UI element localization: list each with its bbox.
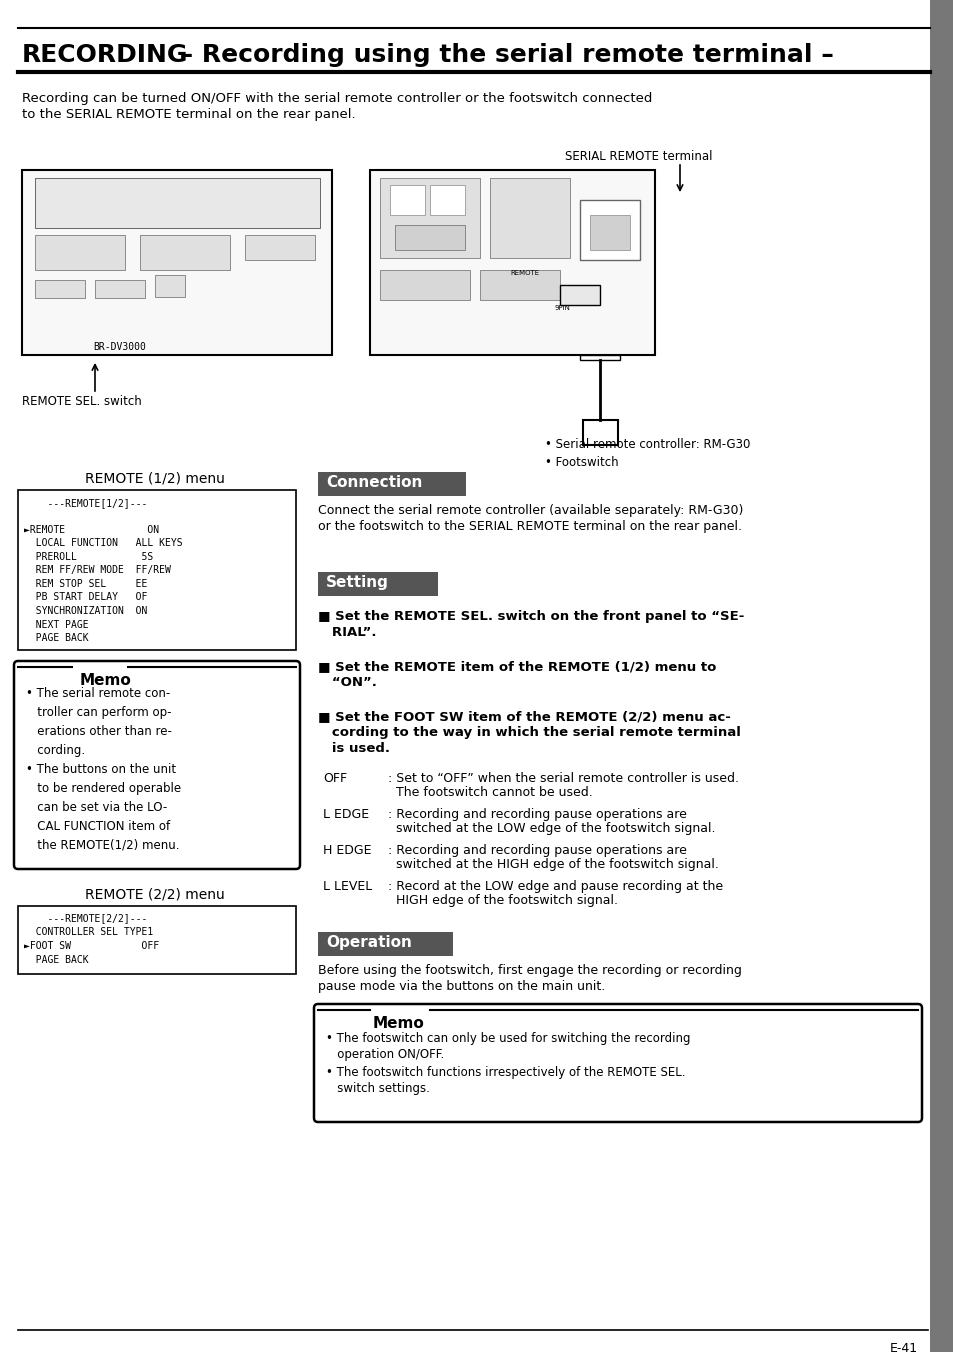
Text: ►REMOTE              ON: ►REMOTE ON — [24, 525, 159, 535]
Text: • The serial remote con-: • The serial remote con- — [26, 687, 170, 700]
Text: or the footswitch to the SERIAL REMOTE terminal on the rear panel.: or the footswitch to the SERIAL REMOTE t… — [317, 521, 741, 533]
Text: REMOTE SEL. switch: REMOTE SEL. switch — [22, 395, 142, 408]
Text: can be set via the LO-: can be set via the LO- — [26, 800, 167, 814]
Text: “ON”.: “ON”. — [317, 676, 376, 690]
Bar — [18, 489, 295, 650]
Text: – Recording using the serial remote terminal –: – Recording using the serial remote term… — [163, 43, 833, 68]
Text: Operation: Operation — [326, 936, 412, 950]
Bar — [579, 200, 639, 260]
Text: PREROLL           5S: PREROLL 5S — [24, 552, 153, 562]
Text: ■ Set the REMOTE item of the REMOTE (1/2) menu to: ■ Set the REMOTE item of the REMOTE (1/2… — [317, 660, 716, 673]
Bar — [95, 280, 145, 297]
Bar — [317, 472, 465, 496]
Text: Memo: Memo — [373, 1015, 424, 1032]
Text: Before using the footswitch, first engage the recording or recording: Before using the footswitch, first engag… — [317, 964, 741, 977]
Text: E-41: E-41 — [889, 1343, 917, 1352]
Text: • The buttons on the unit: • The buttons on the unit — [26, 763, 176, 776]
Text: Recording can be turned ON/OFF with the serial remote controller or the footswit: Recording can be turned ON/OFF with the … — [22, 92, 652, 105]
Text: REMOTE (2/2) menu: REMOTE (2/2) menu — [85, 888, 225, 902]
Bar — [390, 185, 424, 215]
Text: ---REMOTE[1/2]---: ---REMOTE[1/2]--- — [24, 498, 147, 508]
Text: • Footswitch: • Footswitch — [544, 456, 618, 469]
Text: ►FOOT SW            OFF: ►FOOT SW OFF — [24, 941, 159, 950]
Text: Connect the serial remote controller (available separately: RM-G30): Connect the serial remote controller (av… — [317, 504, 742, 516]
Bar — [317, 572, 437, 596]
Text: cording.: cording. — [26, 744, 85, 757]
Text: SERIAL REMOTE terminal: SERIAL REMOTE terminal — [564, 150, 712, 164]
FancyBboxPatch shape — [314, 1005, 921, 1122]
Text: switched at the HIGH edge of the footswitch signal.: switched at the HIGH edge of the footswi… — [388, 859, 719, 871]
Text: • The footswitch functions irrespectively of the REMOTE SEL.: • The footswitch functions irrespectivel… — [326, 1065, 685, 1079]
Bar — [430, 185, 464, 215]
Text: L LEVEL: L LEVEL — [323, 880, 372, 894]
Bar — [479, 270, 559, 300]
Text: HIGH edge of the footswitch signal.: HIGH edge of the footswitch signal. — [388, 894, 618, 907]
Text: cording to the way in which the serial remote terminal: cording to the way in which the serial r… — [317, 726, 740, 740]
Text: OFF: OFF — [323, 772, 347, 786]
Bar — [317, 932, 453, 956]
Bar — [35, 235, 125, 270]
Bar — [589, 215, 629, 250]
Text: operation ON/OFF.: operation ON/OFF. — [326, 1048, 444, 1061]
Bar — [35, 280, 85, 297]
Text: REM FF/REW MODE  FF/REW: REM FF/REW MODE FF/REW — [24, 565, 171, 576]
Text: The footswitch cannot be used.: The footswitch cannot be used. — [388, 786, 592, 799]
Text: CAL FUNCTION item of: CAL FUNCTION item of — [26, 821, 170, 833]
Text: to be rendered operable: to be rendered operable — [26, 781, 181, 795]
Text: Connection: Connection — [326, 475, 422, 489]
Text: ---REMOTE[2/2]---: ---REMOTE[2/2]--- — [24, 913, 147, 923]
Text: : Recording and recording pause operations are: : Recording and recording pause operatio… — [388, 844, 686, 857]
Text: REMOTE (1/2) menu: REMOTE (1/2) menu — [85, 472, 225, 485]
Text: : Set to “OFF” when the serial remote controller is used.: : Set to “OFF” when the serial remote co… — [388, 772, 739, 786]
Text: H EDGE: H EDGE — [323, 844, 371, 857]
FancyBboxPatch shape — [14, 661, 299, 869]
Text: is used.: is used. — [317, 742, 390, 754]
Text: switch settings.: switch settings. — [326, 1082, 430, 1095]
Bar — [370, 170, 655, 356]
Bar — [245, 235, 314, 260]
Text: REM STOP SEL     EE: REM STOP SEL EE — [24, 579, 147, 589]
Text: Setting: Setting — [326, 575, 389, 589]
Text: 9PIN: 9PIN — [555, 306, 570, 311]
Bar — [379, 270, 470, 300]
Text: L EDGE: L EDGE — [323, 808, 369, 821]
Bar — [559, 285, 599, 306]
Bar — [395, 224, 464, 250]
Text: BR-DV3000: BR-DV3000 — [93, 342, 146, 352]
Bar — [35, 178, 319, 228]
Text: troller can perform op-: troller can perform op- — [26, 706, 172, 719]
Text: : Recording and recording pause operations are: : Recording and recording pause operatio… — [388, 808, 686, 821]
Bar — [490, 178, 569, 258]
Bar — [22, 170, 332, 356]
Bar — [579, 356, 619, 360]
Text: : Record at the LOW edge and pause recording at the: : Record at the LOW edge and pause recor… — [388, 880, 722, 894]
Text: ■ Set the FOOT SW item of the REMOTE (2/2) menu ac-: ■ Set the FOOT SW item of the REMOTE (2/… — [317, 710, 730, 723]
Text: NEXT PAGE: NEXT PAGE — [24, 619, 89, 630]
Text: the REMOTE(1/2) menu.: the REMOTE(1/2) menu. — [26, 840, 179, 852]
Text: erations other than re-: erations other than re- — [26, 725, 172, 738]
Text: Memo: Memo — [80, 673, 132, 688]
Text: RIAL”.: RIAL”. — [317, 626, 376, 639]
Text: ■ Set the REMOTE SEL. switch on the front panel to “SE-: ■ Set the REMOTE SEL. switch on the fron… — [317, 610, 743, 623]
Bar — [140, 235, 230, 270]
Text: • Serial remote controller: RM-G30: • Serial remote controller: RM-G30 — [544, 438, 750, 452]
Bar — [582, 420, 618, 445]
Text: SYNCHRONIZATION  ON: SYNCHRONIZATION ON — [24, 606, 147, 617]
Text: • The footswitch can only be used for switching the recording: • The footswitch can only be used for sw… — [326, 1032, 690, 1045]
Text: switched at the LOW edge of the footswitch signal.: switched at the LOW edge of the footswit… — [388, 822, 715, 836]
Text: PAGE BACK: PAGE BACK — [24, 955, 89, 965]
Bar — [379, 178, 479, 258]
Bar — [929, 0, 953, 1352]
Text: to the SERIAL REMOTE terminal on the rear panel.: to the SERIAL REMOTE terminal on the rea… — [22, 108, 355, 120]
Bar — [18, 906, 295, 973]
Text: pause mode via the buttons on the main unit.: pause mode via the buttons on the main u… — [317, 980, 604, 992]
Text: PAGE BACK: PAGE BACK — [24, 633, 89, 644]
Text: PB START DELAY   OF: PB START DELAY OF — [24, 592, 147, 603]
Text: REMOTE: REMOTE — [510, 270, 538, 276]
Text: CONTROLLER SEL TYPE1: CONTROLLER SEL TYPE1 — [24, 927, 153, 937]
Bar — [154, 274, 185, 297]
Text: LOCAL FUNCTION   ALL KEYS: LOCAL FUNCTION ALL KEYS — [24, 538, 182, 549]
Text: RECORDING: RECORDING — [22, 43, 189, 68]
